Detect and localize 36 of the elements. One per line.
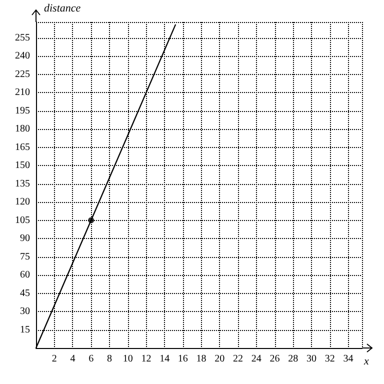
x-tick-label: 30	[306, 354, 316, 364]
x-tick-label: 24	[251, 354, 262, 364]
y-tick-label: 15	[20, 324, 30, 336]
x-tick-label: 32	[324, 354, 335, 364]
y-tick-label: 90	[20, 233, 30, 244]
y-tick-label: 75	[20, 251, 30, 262]
x-tick-label: 6	[88, 354, 94, 364]
y-tick-label: 225	[15, 68, 30, 80]
x-tick-label: 10	[122, 354, 133, 364]
y-tick-label: 240	[15, 50, 30, 62]
x-axis-title: x	[363, 356, 369, 368]
x-tick-label: 26	[270, 354, 280, 364]
x-tick-label: 18	[196, 354, 206, 364]
x-tick-label: 22	[233, 354, 244, 364]
y-tick-label: 180	[15, 124, 30, 135]
y-axis-title: distance	[44, 2, 81, 14]
y-tick-label: 255	[15, 32, 30, 44]
y-tick-label: 165	[15, 142, 30, 153]
y-tick-label: 60	[20, 270, 30, 281]
y-tick-label: 195	[15, 105, 30, 116]
x-tick-label: 34	[343, 354, 354, 364]
y-tick-label: 45	[20, 288, 30, 299]
y-tick-label: 105	[15, 214, 30, 226]
y-tick-label: 120	[15, 196, 30, 208]
x-tick-label: 14	[160, 354, 170, 364]
x-tick-label: 2	[52, 354, 57, 364]
x-tick-label: 16	[178, 354, 188, 364]
x-tick-label: 4	[70, 354, 76, 364]
y-tick-label: 210	[15, 87, 30, 98]
x-tick-label: 8	[106, 354, 112, 364]
y-tick-label: 30	[20, 306, 30, 318]
y-tick-label: 150	[15, 160, 30, 172]
x-tick-label: 20	[214, 354, 225, 364]
x-tick-label: 28	[288, 354, 298, 364]
y-tick-label: 135	[15, 178, 30, 190]
x-tick-label: 12	[141, 354, 152, 364]
